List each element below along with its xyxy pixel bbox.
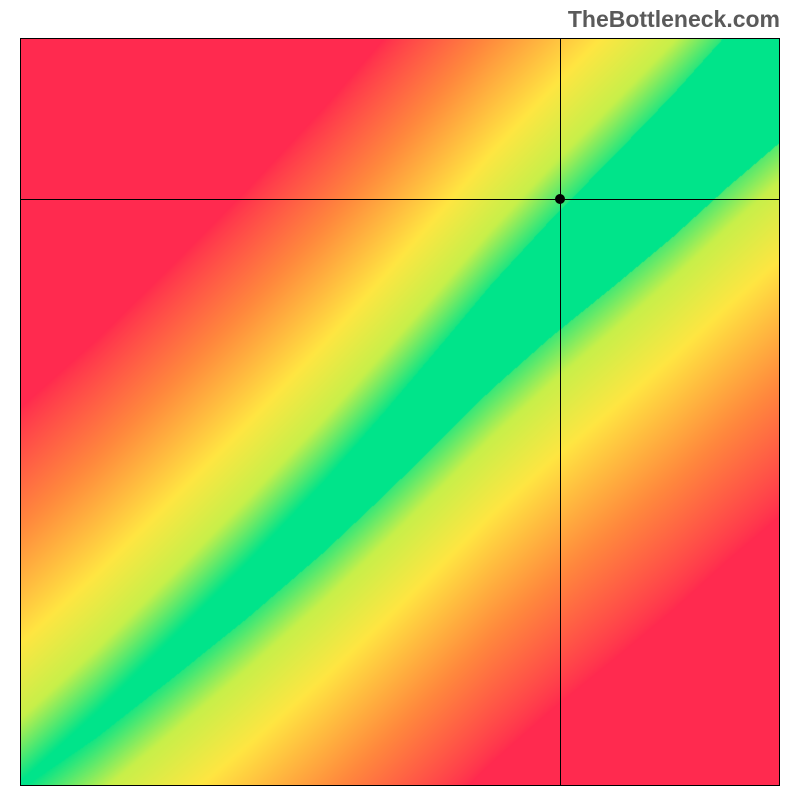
crosshair-horizontal xyxy=(20,199,780,200)
bottleneck-heatmap xyxy=(20,38,780,786)
crosshair-marker xyxy=(555,194,565,204)
crosshair-vertical xyxy=(560,38,561,786)
chart-container: { "watermark": { "text": "TheBottleneck.… xyxy=(0,0,800,800)
watermark-text: TheBottleneck.com xyxy=(568,6,780,33)
